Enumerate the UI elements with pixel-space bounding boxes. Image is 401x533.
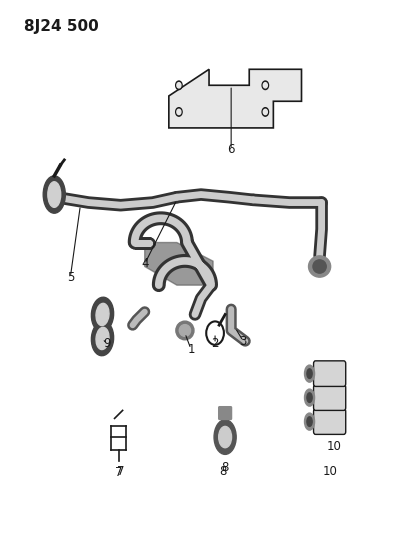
Circle shape: [261, 108, 268, 116]
Ellipse shape: [218, 426, 231, 448]
Ellipse shape: [304, 365, 314, 382]
Ellipse shape: [312, 260, 326, 273]
FancyBboxPatch shape: [218, 407, 231, 419]
FancyBboxPatch shape: [313, 361, 345, 386]
Ellipse shape: [91, 321, 113, 356]
Ellipse shape: [43, 176, 65, 213]
Ellipse shape: [306, 417, 311, 426]
Text: 10: 10: [321, 465, 336, 478]
FancyBboxPatch shape: [313, 409, 345, 434]
Ellipse shape: [308, 256, 330, 277]
Circle shape: [263, 83, 267, 88]
Text: 10: 10: [325, 440, 340, 453]
Ellipse shape: [96, 327, 109, 350]
Ellipse shape: [176, 321, 194, 340]
Text: 7: 7: [117, 465, 124, 478]
Ellipse shape: [306, 369, 311, 378]
Text: 2: 2: [211, 337, 218, 350]
Ellipse shape: [91, 297, 113, 332]
Text: 7: 7: [115, 466, 122, 479]
Ellipse shape: [179, 325, 190, 336]
Ellipse shape: [213, 420, 236, 454]
Text: 1: 1: [187, 343, 194, 356]
Text: 8J24 500: 8J24 500: [24, 19, 99, 34]
Polygon shape: [144, 243, 213, 285]
Ellipse shape: [306, 393, 311, 402]
Circle shape: [263, 109, 267, 115]
Circle shape: [176, 83, 180, 88]
Circle shape: [261, 81, 268, 90]
Text: 9: 9: [103, 337, 110, 350]
Text: 6: 6: [227, 143, 234, 156]
Text: 8: 8: [221, 461, 228, 474]
Text: 3: 3: [239, 335, 246, 348]
Polygon shape: [168, 69, 301, 128]
Text: 5: 5: [67, 271, 74, 284]
Ellipse shape: [304, 389, 314, 406]
Ellipse shape: [96, 303, 109, 326]
Circle shape: [175, 108, 182, 116]
Ellipse shape: [304, 413, 314, 430]
Circle shape: [175, 81, 182, 90]
Circle shape: [176, 109, 180, 115]
FancyBboxPatch shape: [313, 385, 345, 410]
Text: 4: 4: [141, 257, 148, 270]
Text: 8: 8: [219, 465, 226, 478]
Ellipse shape: [48, 182, 61, 207]
